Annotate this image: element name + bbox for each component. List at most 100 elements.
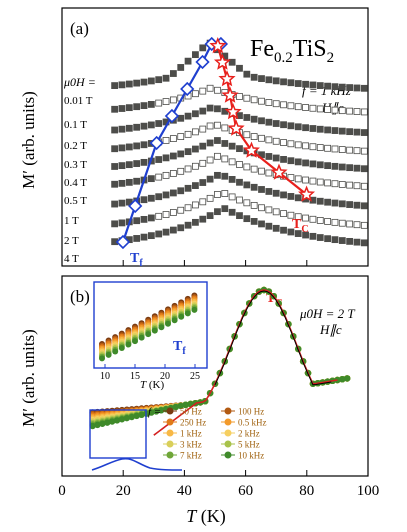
curve-point	[169, 135, 177, 142]
curve-point	[280, 226, 287, 234]
curve-point	[316, 234, 324, 241]
curve-point	[360, 221, 368, 229]
curve-point	[353, 201, 361, 209]
inset-point	[145, 331, 152, 338]
curve-point	[184, 165, 192, 173]
curve-point	[316, 217, 324, 224]
inset-x-tick-label: 20	[160, 371, 170, 382]
series-point	[177, 402, 184, 410]
curve-point	[169, 226, 177, 234]
curve-point	[147, 194, 155, 202]
curve-point	[228, 176, 236, 183]
curve-point	[309, 177, 317, 185]
curve-point	[250, 73, 258, 81]
inset-point	[132, 338, 138, 345]
legend-label: 0.5 kHz	[238, 418, 267, 428]
curve-point	[265, 136, 273, 144]
field-label: 0.2 T	[64, 140, 87, 152]
tc-point	[270, 163, 288, 180]
curve-point	[118, 81, 126, 89]
curve-point	[236, 212, 243, 220]
curve-point	[155, 76, 163, 84]
curve-point	[287, 79, 295, 87]
curve-point	[353, 182, 361, 190]
curve-point	[214, 191, 221, 198]
inset-point	[191, 306, 198, 313]
curve-point	[302, 80, 309, 88]
title-fe: Fe	[250, 36, 274, 62]
curve-point	[214, 86, 221, 94]
curve-point	[169, 96, 177, 104]
curve-point	[316, 161, 324, 169]
tf-point	[180, 81, 195, 97]
curve-point	[206, 104, 214, 112]
series-point	[339, 376, 346, 383]
curve-point	[214, 105, 221, 113]
curve-point	[265, 222, 273, 230]
curve-point	[258, 117, 265, 125]
curve-point	[302, 142, 309, 150]
curve-point	[250, 96, 258, 104]
curve-point	[294, 175, 302, 183]
curve-point	[309, 81, 317, 89]
curve-point	[192, 182, 199, 189]
curve-point	[294, 141, 302, 149]
ticks-b: 0 20 40 60 80 100	[58, 470, 379, 499]
ticks-a	[61, 260, 369, 266]
curve-point	[162, 191, 170, 199]
curve-point	[272, 224, 280, 232]
curve-point	[258, 75, 265, 82]
curve-point	[346, 220, 354, 228]
curve-point	[111, 105, 119, 113]
field-label: 0.3 T	[64, 159, 87, 171]
series-point	[104, 419, 111, 426]
curve-point	[294, 123, 302, 131]
curve-point	[324, 162, 332, 170]
tc-point	[218, 70, 236, 87]
curve-point	[192, 51, 199, 59]
inset-point	[165, 320, 171, 327]
curve-point	[162, 136, 170, 144]
series-point	[123, 414, 131, 422]
curve-point	[140, 158, 148, 166]
panel-b-field: μ0H = 2 T	[299, 306, 355, 321]
curve-point	[294, 80, 302, 87]
series-point	[89, 422, 96, 430]
curve-point	[331, 145, 339, 153]
curve-point	[162, 98, 170, 105]
curve-point	[294, 158, 302, 166]
curve-point	[338, 146, 346, 153]
curve-point	[316, 105, 324, 113]
series-point	[343, 375, 351, 382]
curve-point	[118, 219, 126, 227]
curve-point	[214, 137, 221, 144]
curve-point	[324, 144, 332, 152]
inset-xlabel: T (K)	[140, 379, 164, 391]
inset-point	[99, 355, 105, 362]
curve-point	[221, 124, 229, 132]
series-point	[172, 403, 180, 411]
chart-title: Fe0.2TiS2	[250, 36, 334, 66]
curve-point	[360, 165, 368, 173]
panel-a-ylabel: M′ (arb. units)	[19, 91, 38, 189]
tc-point	[213, 53, 231, 70]
curve-point	[177, 64, 185, 71]
curve-point	[258, 97, 265, 105]
curve-point	[360, 129, 368, 136]
tf-point	[115, 234, 131, 250]
curve-point	[162, 74, 170, 82]
curve-point	[199, 44, 207, 52]
legend-label: 250 Hz	[180, 418, 206, 428]
x-tick-label: 60	[238, 483, 253, 499]
curve-point	[155, 156, 163, 163]
tc-point	[224, 103, 242, 120]
curve-point	[155, 99, 163, 107]
curve-point	[140, 141, 148, 149]
curve-point	[184, 112, 192, 120]
curve-point	[236, 196, 243, 204]
series-point	[99, 420, 106, 427]
field-label: 0.1 T	[64, 119, 87, 131]
curve-point	[111, 180, 119, 188]
curve-point	[118, 162, 126, 170]
curve-point	[265, 118, 273, 126]
